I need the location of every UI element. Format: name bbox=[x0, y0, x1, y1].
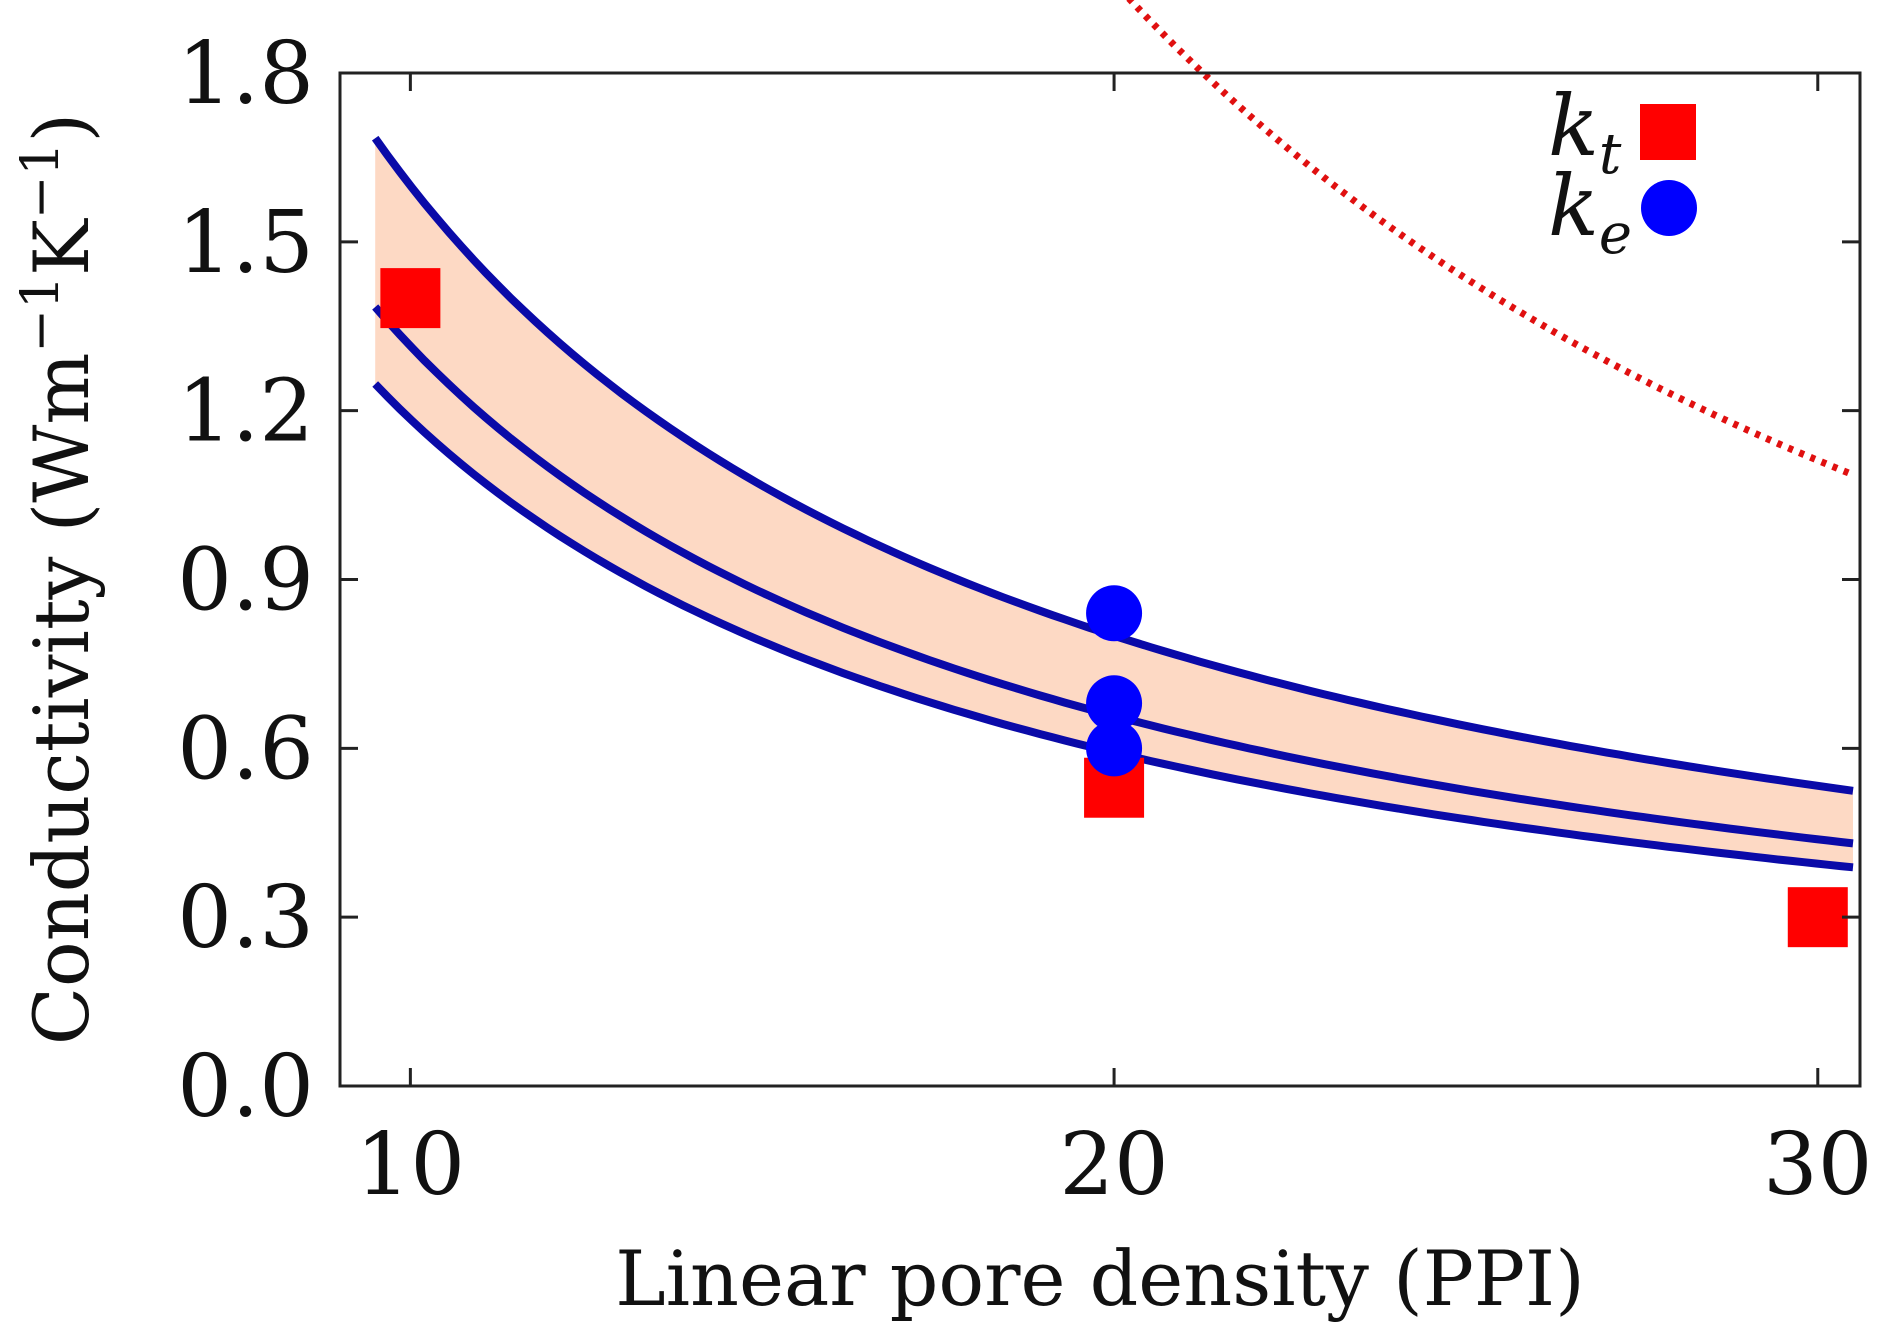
kt-marker bbox=[380, 268, 441, 329]
legend-label-kt: kt bbox=[1548, 77, 1622, 187]
x-axis-title: Linear pore density (PPI) bbox=[615, 1234, 1584, 1323]
ke-marker bbox=[1086, 675, 1143, 732]
y-axis-title-sup-1: −1 bbox=[11, 276, 71, 353]
y-axis-title: Conductivity (Wm−1K−1) bbox=[11, 113, 106, 1045]
y-axis-title-mid: K bbox=[17, 218, 106, 276]
legend-marker-ke bbox=[1641, 180, 1697, 236]
x-tick-label: 20 bbox=[1059, 1115, 1168, 1215]
legend-marker-kt bbox=[1640, 104, 1696, 160]
legend: kt ke bbox=[1548, 77, 1697, 267]
plot-area bbox=[371, 0, 1855, 948]
ke-marker bbox=[1086, 720, 1143, 777]
x-tick-label: 30 bbox=[1763, 1115, 1872, 1215]
x-tick-label: 10 bbox=[356, 1115, 465, 1215]
y-axis-title-main: Conductivity (Wm bbox=[17, 353, 106, 1046]
legend-label-kt-base: k bbox=[1548, 77, 1599, 175]
y-tick-label: 0.0 bbox=[177, 1037, 314, 1137]
y-tick-label: 1.5 bbox=[177, 193, 314, 293]
axis-ticks: 10 20 30 0.0 0.3 0.6 0.9 1.2 1.5 1.8 bbox=[177, 24, 1872, 1215]
kt-fit-curve bbox=[1125, 0, 1855, 478]
y-tick-label: 0.9 bbox=[177, 531, 314, 631]
y-tick-label: 0.3 bbox=[177, 868, 314, 968]
y-tick-label: 0.6 bbox=[177, 699, 314, 799]
legend-label-ke-base: k bbox=[1548, 157, 1599, 255]
kt-marker bbox=[1787, 887, 1848, 948]
y-axis-title-end: ) bbox=[17, 113, 106, 143]
y-axis-title-sup-2: −1 bbox=[11, 142, 71, 219]
y-tick-label: 1.8 bbox=[177, 24, 314, 124]
legend-label-ke: ke bbox=[1548, 157, 1632, 267]
y-tick-label: 1.2 bbox=[177, 362, 314, 462]
legend-label-kt-sub: t bbox=[1599, 122, 1622, 187]
legend-label-ke-sub: e bbox=[1599, 202, 1632, 267]
ke-marker bbox=[1086, 585, 1143, 642]
